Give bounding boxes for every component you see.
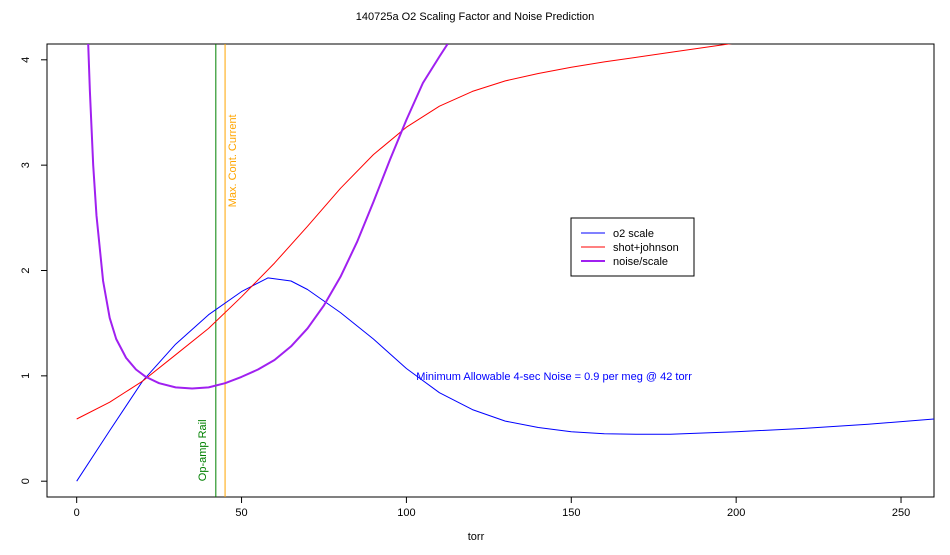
x-tick-label-50: 50	[235, 507, 247, 519]
x-axis-label: torr	[468, 531, 485, 543]
x-tick-label-0: 0	[74, 507, 80, 519]
series-layer	[76, 44, 934, 482]
legend: o2 scale shot+johnson noise/scale	[570, 217, 695, 277]
legend-label-0: o2 scale	[613, 228, 654, 240]
series-line-1	[76, 44, 733, 420]
noise-annotation: Minimum Allowable 4-sec Noise = 0.9 per …	[416, 371, 692, 383]
x-tick-label-250: 250	[892, 507, 910, 519]
legend-label-2: noise/scale	[613, 256, 668, 268]
reference-line-label-0: Op-amp Rail	[197, 419, 209, 481]
series-line-2	[87, 44, 449, 390]
legend-label-1: shot+johnson	[613, 242, 679, 254]
reference-lines: Op-amp Rail Max. Cont. Current	[197, 44, 239, 497]
y-tick-label-3: 3	[20, 162, 32, 168]
y-tick-label-1: 1	[20, 373, 32, 379]
x-tick-label-200: 200	[727, 507, 745, 519]
y-tick-label-2: 2	[20, 267, 32, 273]
x-tick-label-100: 100	[397, 507, 415, 519]
y-tick-label-0: 0	[20, 478, 32, 484]
series-line-0	[76, 277, 934, 482]
chart-title: 140725a O2 Scaling Factor and Noise Pred…	[356, 11, 594, 23]
y-tick-label-4: 4	[20, 57, 32, 63]
reference-line-label-1: Max. Cont. Current	[227, 114, 239, 207]
x-tick-label-150: 150	[562, 507, 580, 519]
axes: 0 50 100 150 200 250 0 1 2 3 4	[20, 57, 910, 519]
series-clip-group	[76, 44, 934, 482]
